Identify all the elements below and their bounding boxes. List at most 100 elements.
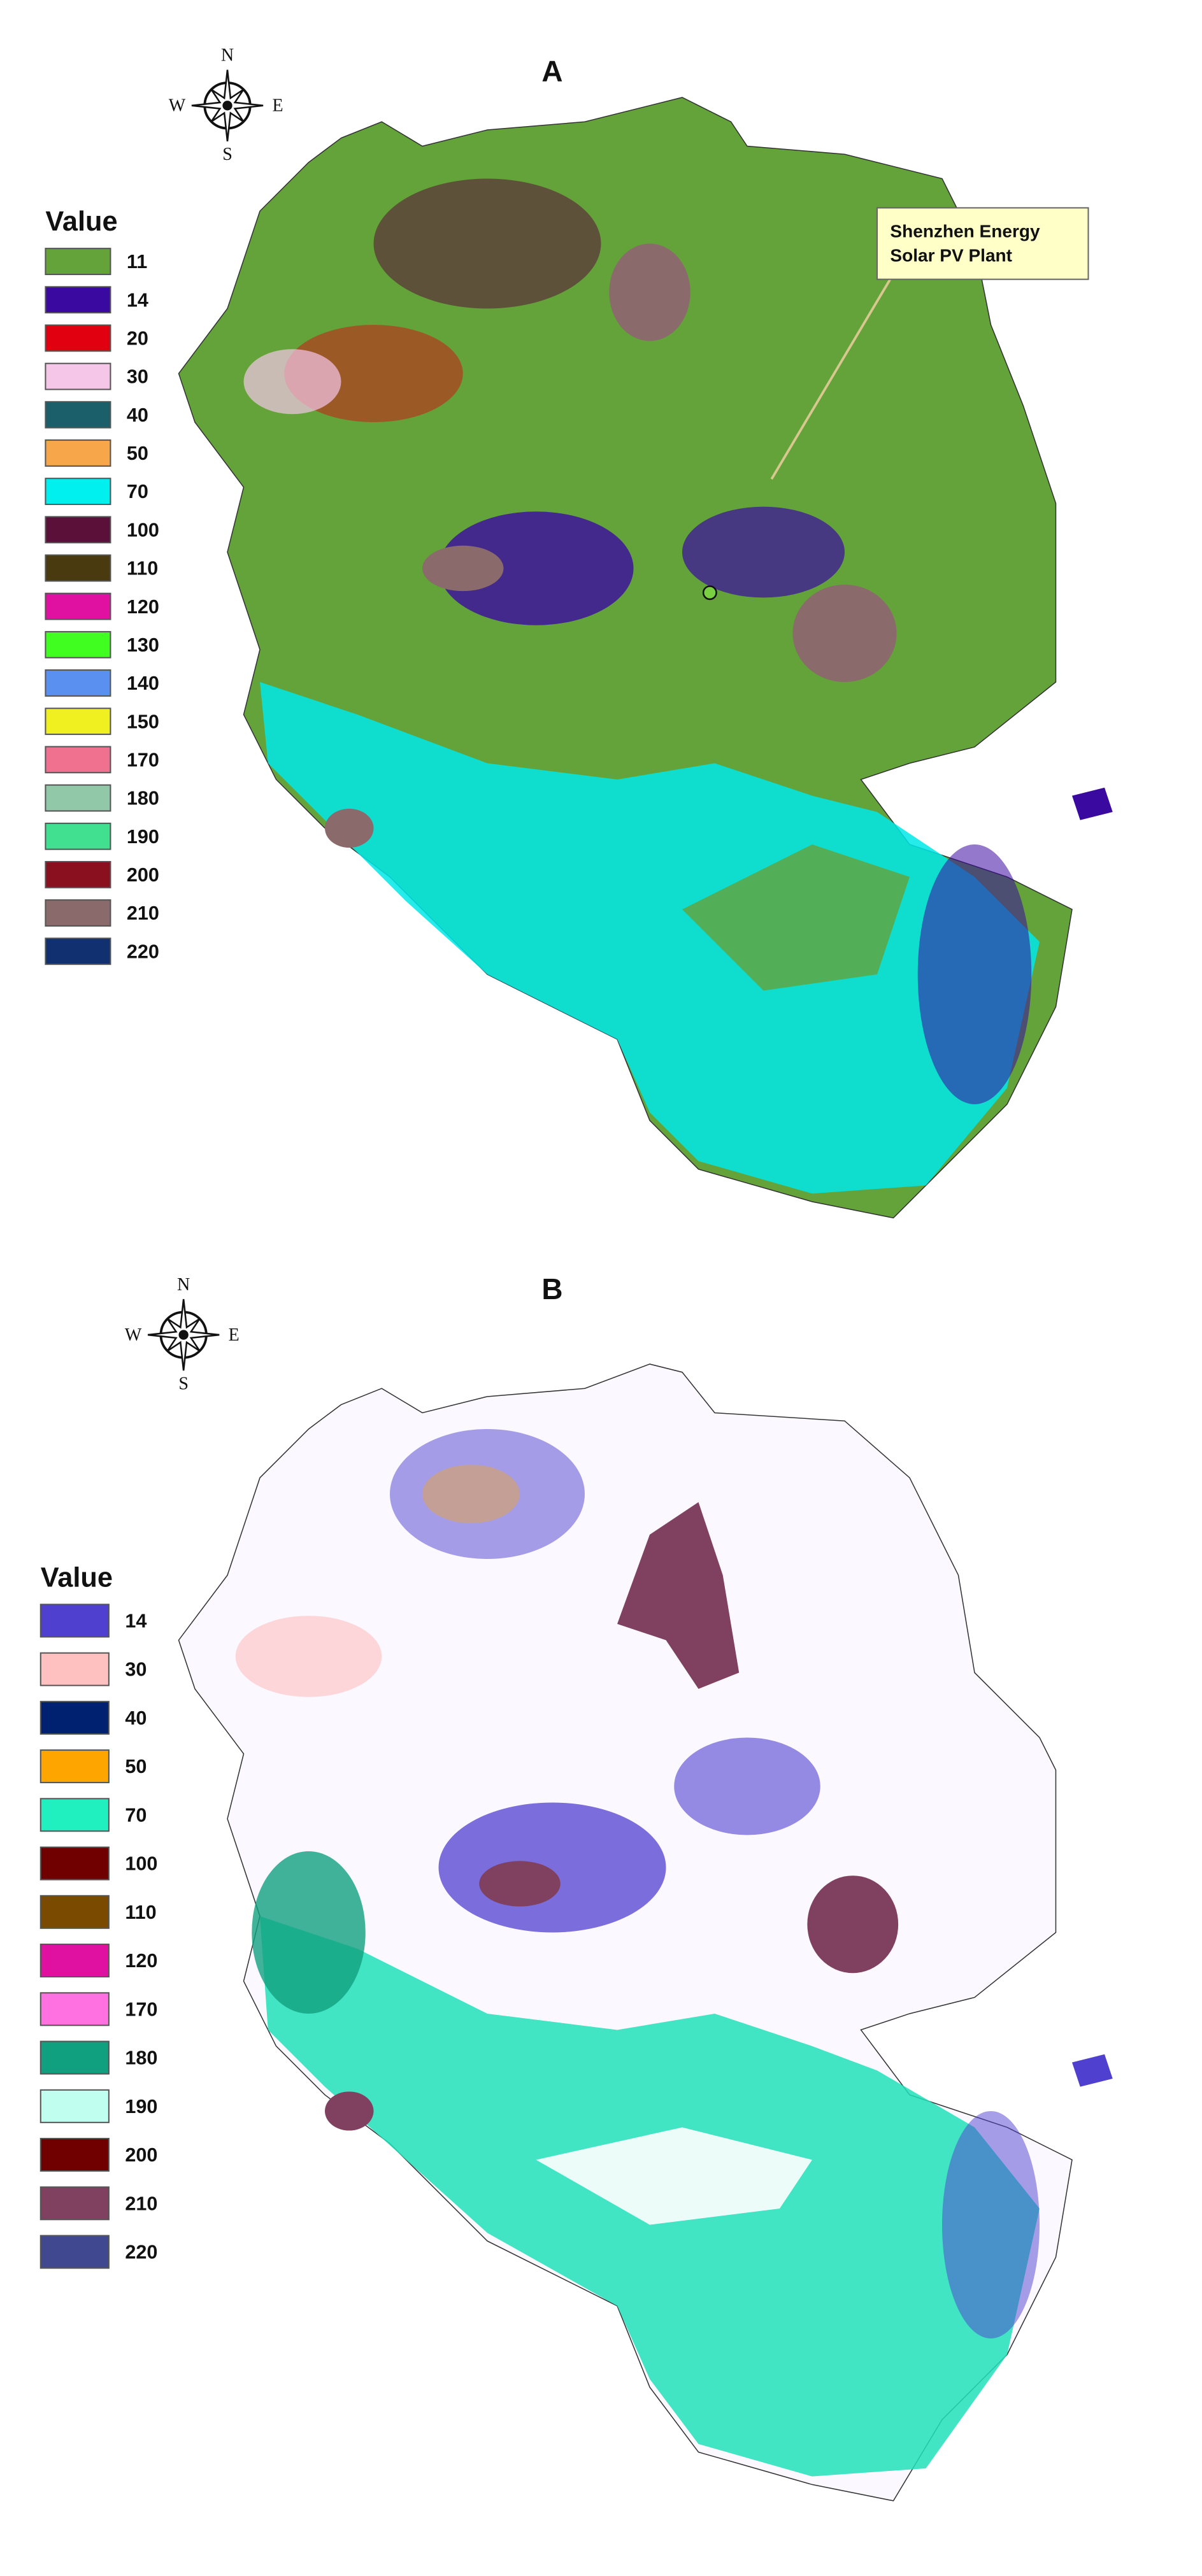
- purple-patch: [373, 178, 601, 309]
- legend-label: 120: [127, 596, 159, 618]
- legend-swatch: [45, 478, 111, 506]
- legend-label: 200: [127, 864, 159, 886]
- legend-label: 110: [125, 1902, 156, 1923]
- lake: [609, 243, 690, 341]
- compass-north: N: [221, 46, 234, 66]
- legend-label: 14: [125, 1610, 147, 1632]
- legend-swatch: [45, 784, 111, 812]
- legend-swatch: [45, 860, 111, 888]
- legend-swatch: [45, 592, 111, 620]
- legend-label: 50: [127, 443, 148, 464]
- legend-swatch: [39, 2138, 110, 2172]
- legend-swatch: [45, 554, 111, 582]
- pink-patch: [235, 1616, 382, 1697]
- legend-swatch: [39, 2040, 110, 2075]
- legend-label: 210: [125, 2193, 157, 2214]
- legend-label: 30: [125, 1659, 147, 1681]
- compass-south: S: [178, 1374, 189, 1394]
- legend-label: 100: [125, 1853, 157, 1875]
- legend-label: 180: [127, 788, 159, 809]
- compass-center: [178, 1330, 189, 1340]
- legend-swatch: [45, 899, 111, 927]
- legend-label: 190: [127, 826, 159, 848]
- legend-label: 30: [127, 366, 148, 388]
- legend-title: Value: [41, 1562, 113, 1593]
- legend-label: 220: [127, 941, 159, 962]
- legend-label: 11: [127, 251, 147, 273]
- legend-swatch: [39, 2235, 110, 2269]
- legend-label: 210: [127, 902, 159, 924]
- pink-patch: [243, 349, 341, 415]
- panel-title: A: [541, 54, 562, 87]
- legend-swatch: [39, 1700, 110, 1735]
- map-a: [178, 97, 1113, 1219]
- compass-rose: N S W E: [169, 46, 283, 165]
- legend-swatch: [39, 2186, 110, 2221]
- compass-east: E: [272, 96, 283, 116]
- map-b: [178, 1363, 1113, 2501]
- legend-label: 40: [127, 404, 148, 426]
- lake: [479, 1861, 561, 1907]
- legend-swatch: [45, 937, 111, 965]
- lake: [422, 545, 504, 592]
- legend-swatch: [39, 1992, 110, 2026]
- callout-text: Shenzhen Energy: [890, 221, 1040, 241]
- legend-swatch: [39, 1895, 110, 1929]
- lake: [325, 808, 374, 848]
- legend-label: 170: [127, 749, 159, 771]
- legend-swatch: [45, 669, 111, 697]
- legend-swatch: [45, 746, 111, 774]
- legend-swatch: [45, 324, 111, 352]
- purple-patch: [390, 1428, 585, 1559]
- island: [1071, 2054, 1113, 2087]
- legend-label: 40: [125, 1707, 147, 1729]
- legend-swatch: [45, 248, 111, 275]
- lake: [792, 584, 897, 682]
- legend-label: 170: [125, 1998, 157, 2020]
- legend-label: 110: [127, 558, 158, 580]
- lake: [617, 1502, 740, 1689]
- legend-swatch: [45, 439, 111, 467]
- legend-label: 70: [125, 1804, 147, 1826]
- legend-label: 14: [127, 289, 148, 311]
- legend-swatch: [39, 2089, 110, 2123]
- compass-south: S: [222, 145, 233, 164]
- purple-patch: [917, 844, 1032, 1104]
- compass-north: N: [177, 1275, 190, 1295]
- legend-label: 150: [127, 711, 159, 732]
- purple-patch: [438, 1802, 666, 1933]
- legend-label: 140: [127, 672, 159, 694]
- legend-label: 130: [127, 634, 159, 656]
- legend-swatch: [45, 362, 111, 390]
- compass-west: W: [169, 96, 186, 116]
- legend-swatch: [45, 822, 111, 850]
- compass-east: E: [229, 1325, 240, 1345]
- legend-swatch: [45, 401, 111, 429]
- legend-swatch: [39, 1652, 110, 1686]
- lake: [325, 2091, 374, 2131]
- legend-label: 180: [125, 2047, 157, 2069]
- legend-swatch: [39, 1944, 110, 1978]
- purple-patch: [674, 1737, 820, 1835]
- legend-label: 200: [125, 2144, 157, 2166]
- white-band: [536, 2127, 812, 2225]
- legend-swatch: [39, 1798, 110, 1832]
- legend-label: 100: [127, 519, 159, 541]
- green-patch: [252, 1851, 366, 2014]
- purple-patch: [941, 2110, 1040, 2338]
- legend-label: 70: [127, 481, 148, 502]
- legend-swatch: [39, 1749, 110, 1784]
- cyan-forest-zone: [260, 681, 1040, 1194]
- callout-box: [876, 207, 1089, 280]
- orange-patch: [422, 1465, 520, 1523]
- legend-swatch: [45, 516, 111, 544]
- legend-swatch: [45, 286, 111, 314]
- legend-label: 220: [125, 2242, 157, 2263]
- legend-swatch: [45, 708, 111, 736]
- purple-patch: [682, 506, 845, 598]
- legend-swatch: [45, 630, 111, 658]
- legend-label: 20: [127, 328, 148, 350]
- island: [1071, 787, 1113, 820]
